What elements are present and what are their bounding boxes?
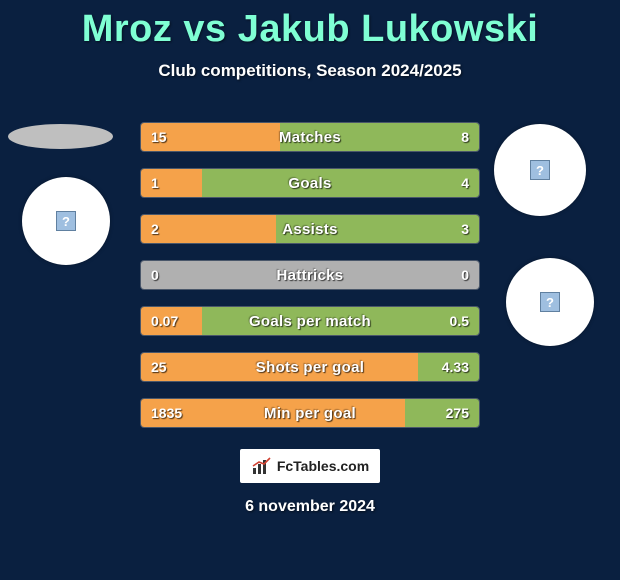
stat-value-right: 275 (446, 399, 469, 427)
stat-label: Matches (141, 123, 479, 151)
stat-value-right: 0 (461, 261, 469, 289)
stat-label: Hattricks (141, 261, 479, 289)
stat-value-left: 0.07 (151, 307, 178, 335)
stat-label: Goals per match (141, 307, 479, 335)
footer-date: 6 november 2024 (0, 498, 620, 516)
stat-row: Goals per match0.07 0.5 (140, 306, 480, 336)
stat-value-left: 25 (151, 353, 167, 381)
stat-label: Min per goal (141, 399, 479, 427)
decorative-ellipse (8, 124, 113, 149)
stat-value-right: 0.5 (450, 307, 469, 335)
stat-row: Assists2 3 (140, 214, 480, 244)
player-jersey-right: ? (506, 258, 594, 346)
stat-value-right: 4.33 (442, 353, 469, 381)
page-subtitle: Club competitions, Season 2024/2025 (0, 61, 620, 81)
stat-row: Min per goal1835 275 (140, 398, 480, 428)
stat-label: Assists (141, 215, 479, 243)
stat-row: Matches15 8 (140, 122, 480, 152)
stat-label: Shots per goal (141, 353, 479, 381)
stat-value-left: 1835 (151, 399, 182, 427)
question-icon: ? (530, 160, 550, 180)
footer-logo: FcTables.com (240, 449, 380, 483)
stat-row: Shots per goal25 4.33 (140, 352, 480, 382)
stat-value-left: 15 (151, 123, 167, 151)
chart-icon (251, 456, 273, 476)
stat-value-left: 1 (151, 169, 159, 197)
comparison-bars: Matches15 8 Goals1 4 Assists2 3 Hattricks0 0 Goa… (140, 122, 480, 444)
question-icon: ? (56, 211, 76, 231)
stat-row: Hattricks0 0 (140, 260, 480, 290)
stat-value-left: 2 (151, 215, 159, 243)
stat-row: Goals1 4 (140, 168, 480, 198)
stat-value-right: 3 (461, 215, 469, 243)
player-avatar-right: ? (494, 124, 586, 216)
stat-value-right: 4 (461, 169, 469, 197)
stat-label: Goals (141, 169, 479, 197)
stat-value-right: 8 (461, 123, 469, 151)
player-jersey-left: ? (22, 177, 110, 265)
footer-brand-text: FcTables.com (277, 458, 369, 474)
stat-value-left: 0 (151, 261, 159, 289)
page-title: Mroz vs Jakub Lukowski (0, 0, 620, 51)
question-icon: ? (540, 292, 560, 312)
